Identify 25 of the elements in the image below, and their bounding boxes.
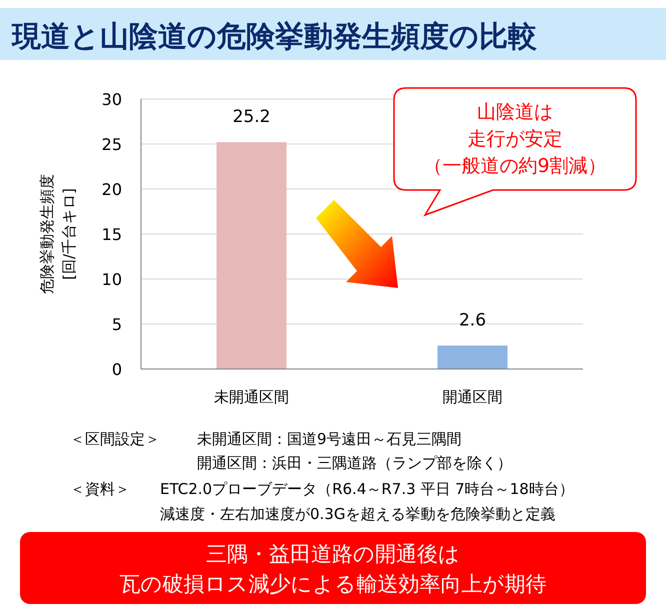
text: 瓦の破損ロス減少による輸送効率向上が期待 <box>120 572 546 596</box>
text: 減速度・左右加速度が0.3Gを超える挙動を危険挙動と定義 <box>160 505 556 523</box>
y-axis-title: 危険挙動発生頻度 [回/千台キロ] <box>38 174 78 294</box>
text: 開通区間：浜田・三隅道路（ランプ部を除く） <box>197 454 512 472</box>
y-tick-label: 10 <box>102 270 122 289</box>
x-tick-label: 開通区間 <box>442 388 502 406</box>
data-label: 25.2 <box>232 107 270 128</box>
y-tick-label: 30 <box>102 90 122 109</box>
y-tick-label: 15 <box>102 225 122 244</box>
y-tick-label: 0 <box>112 360 122 379</box>
y-tick-label: 20 <box>102 180 122 199</box>
callout: 山陰道は 走行が安定 （一般道の約9割減） <box>393 87 637 216</box>
y-tick-label: 25 <box>102 135 122 154</box>
data-label: 2.6 <box>458 310 486 331</box>
text: 未開通区間：国道9号遠田～石見三隅間 <box>197 430 462 448</box>
y-tick-label: 5 <box>112 315 122 334</box>
chart-title: 現道と山陰道の危険挙動発生頻度の比較 <box>11 19 537 53</box>
text: 三隅・益田道路の開通後は <box>206 542 460 566</box>
text: ＜区間設定＞ <box>70 430 160 448</box>
annotation: 走行が安定 <box>468 128 562 150</box>
annotation: 山陰道は <box>477 101 553 123</box>
annotation: （一般道の約9割減） <box>423 155 607 177</box>
text: ETC2.0プローブデータ（R6.4～R7.3 平日 7時台～18時台） <box>160 480 574 498</box>
x-tick-label: 未開通区間 <box>214 388 289 406</box>
text: ＜資料＞ <box>70 480 130 498</box>
